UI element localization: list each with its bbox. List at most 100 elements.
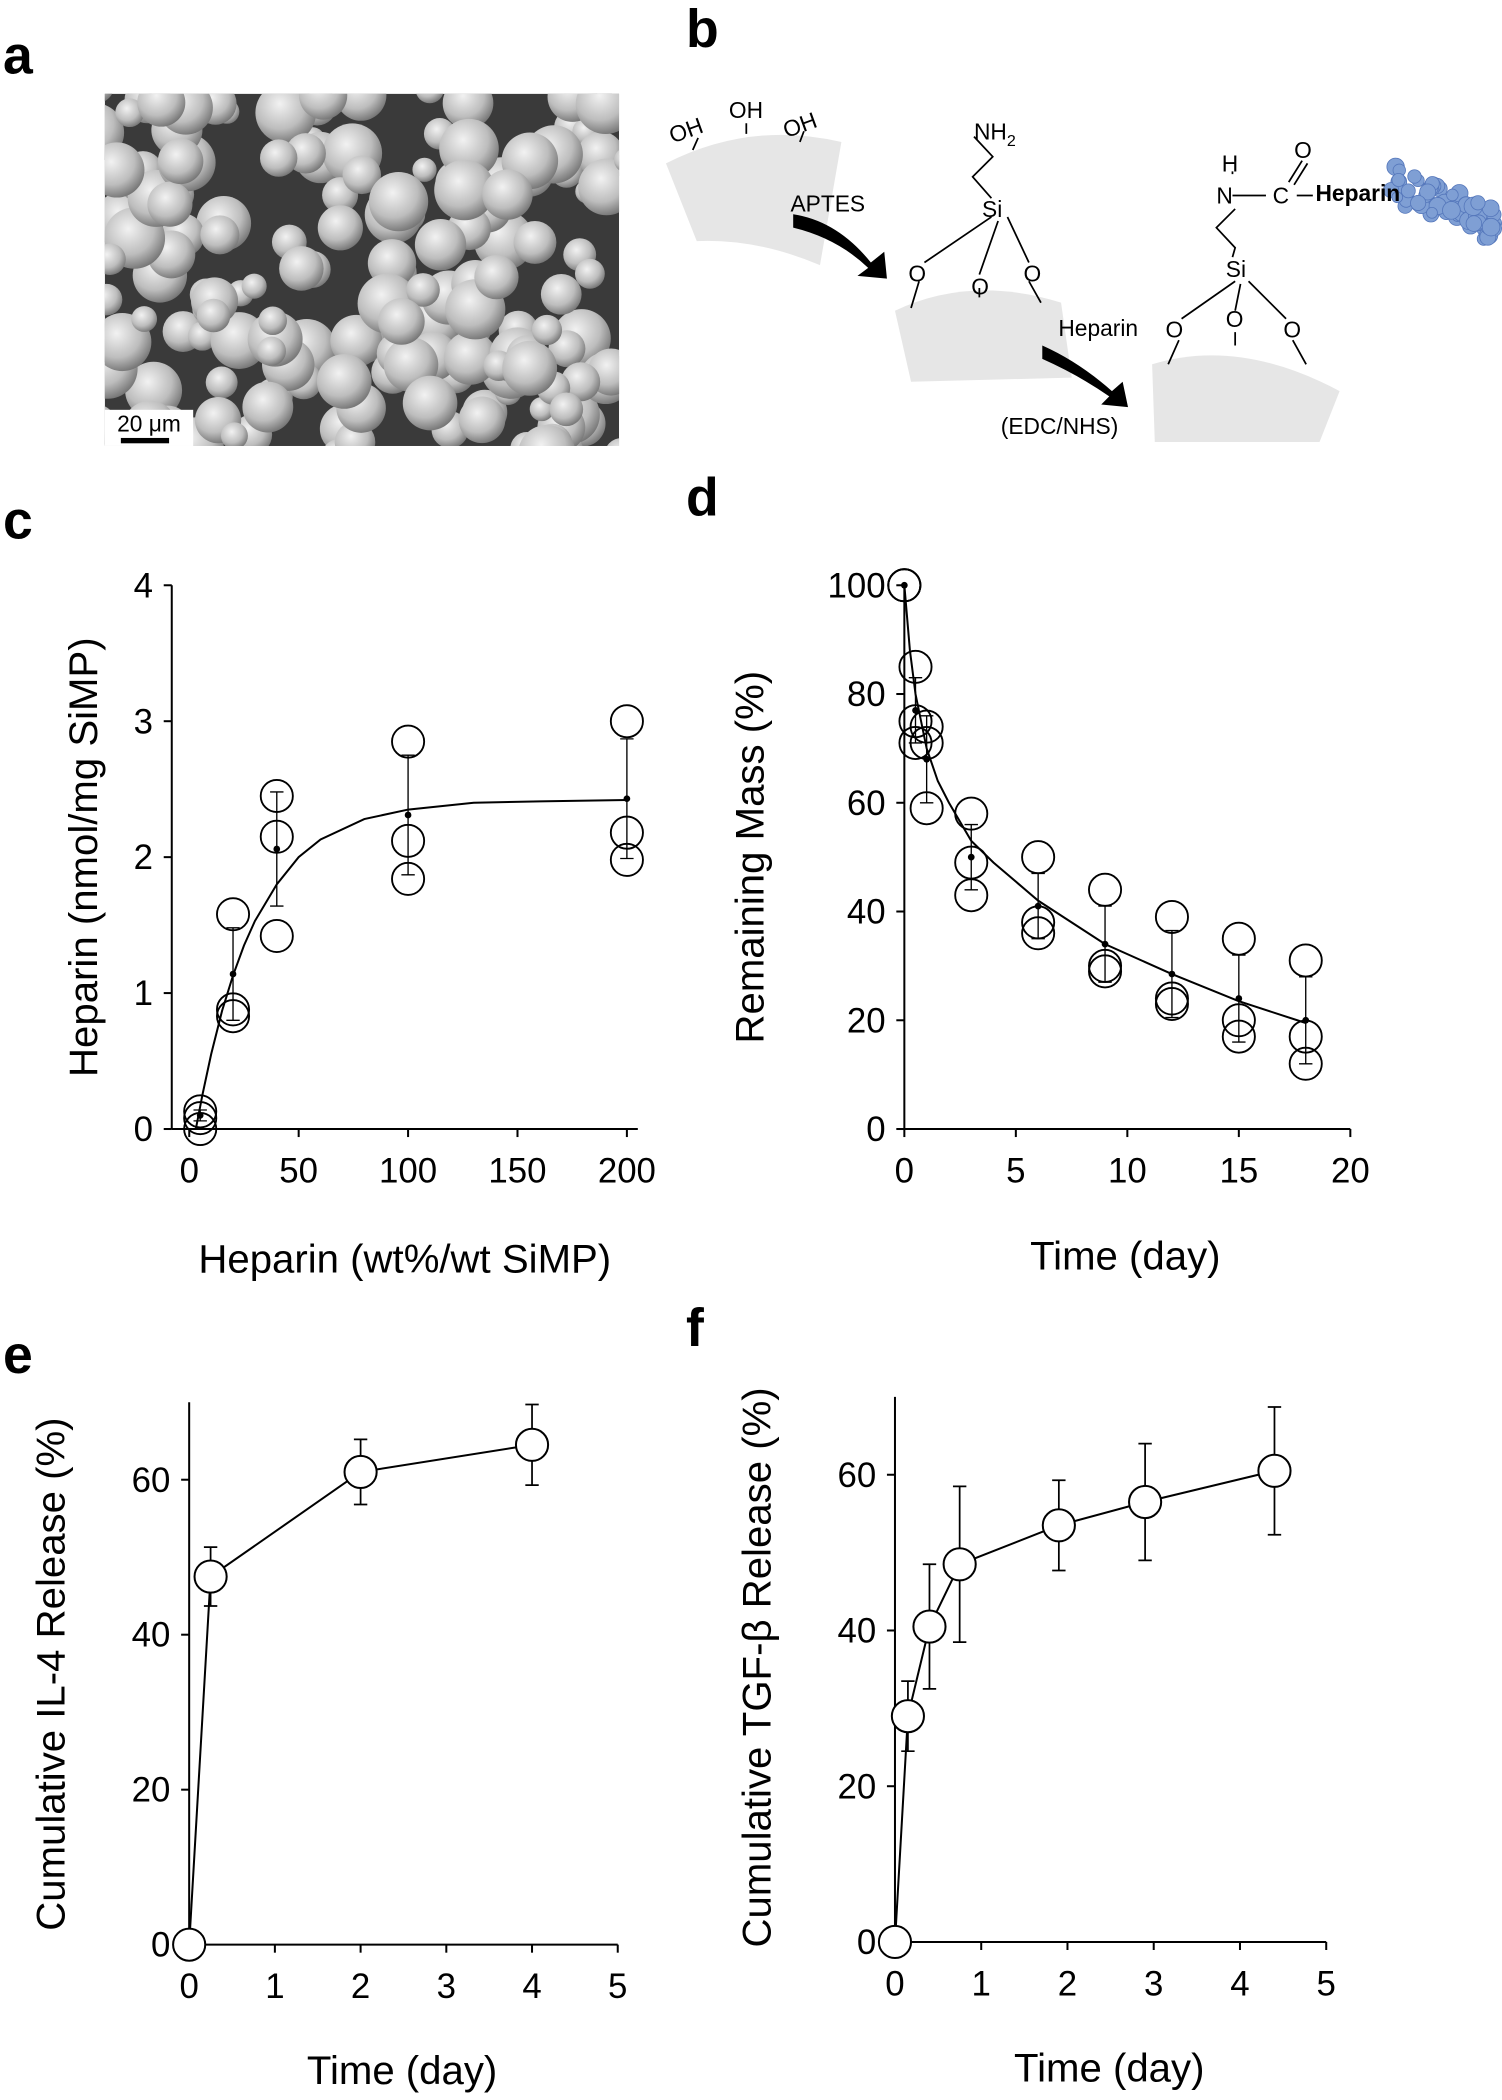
chem-label: NH xyxy=(974,118,1007,144)
x-tick-label: 0 xyxy=(895,1152,914,1191)
sphere xyxy=(260,139,298,177)
sphere xyxy=(220,422,248,446)
replicate-point xyxy=(887,568,922,603)
y-tick-label: 60 xyxy=(847,784,886,823)
x-tick-label: 4 xyxy=(1230,1965,1249,2004)
sphere xyxy=(414,219,467,271)
sphere xyxy=(330,314,383,367)
blob-bead xyxy=(1426,206,1438,219)
x-tick-label: 20 xyxy=(1331,1152,1370,1191)
replicate-point xyxy=(1021,840,1056,875)
y-tick-label: 60 xyxy=(132,1461,171,1500)
sphere xyxy=(378,298,425,345)
mean-point xyxy=(923,755,930,763)
x-tick-label: 5 xyxy=(1006,1152,1025,1191)
x-tick-label: 0 xyxy=(180,1152,199,1191)
y-tick-label: 40 xyxy=(847,893,886,932)
y-tick-label: 100 xyxy=(828,566,886,605)
y-tick-label: 0 xyxy=(857,1923,876,1962)
blob-bead xyxy=(1410,194,1427,211)
series-line xyxy=(893,1469,1275,1943)
reagent-label: APTES xyxy=(791,191,866,217)
data-point xyxy=(172,1927,207,1962)
x-axis-title: Time (day) xyxy=(1030,1234,1220,1279)
sphere xyxy=(402,375,458,431)
sphere xyxy=(578,158,620,216)
y-tick-label: 20 xyxy=(132,1771,171,1810)
sphere xyxy=(574,258,605,289)
y-tick-label: 2 xyxy=(134,838,153,877)
sphere xyxy=(561,362,601,402)
x-tick-label: 2 xyxy=(1058,1965,1077,2004)
replicate-point xyxy=(259,918,294,953)
sphere xyxy=(147,181,193,227)
conjugate-label: Heparin xyxy=(1316,180,1401,206)
scale-bar xyxy=(120,437,170,444)
chem-label: NH2 xyxy=(974,118,1016,150)
sphere xyxy=(342,155,382,195)
chem-label: OH xyxy=(729,97,763,123)
sphere xyxy=(258,306,287,336)
blob-bead xyxy=(1407,169,1422,184)
sphere xyxy=(299,93,348,120)
data-point xyxy=(193,1559,228,1594)
sphere xyxy=(104,243,126,275)
y-tick-label: 40 xyxy=(132,1616,171,1655)
sphere xyxy=(607,438,620,446)
y-tick-label: 20 xyxy=(837,1767,876,1806)
data-point xyxy=(1257,1453,1292,1488)
sphere xyxy=(513,220,557,264)
replicate-point xyxy=(216,897,251,932)
chem-label: H xyxy=(1222,150,1238,176)
sphere xyxy=(549,392,584,427)
panel-label: a xyxy=(3,27,34,86)
chem-label: C xyxy=(1273,183,1289,209)
replicate-point xyxy=(609,704,644,739)
sphere xyxy=(205,366,238,399)
y-axis-title: Remaining Mass (%) xyxy=(728,671,773,1044)
x-axis-title: Time (day) xyxy=(1014,2045,1204,2090)
chem-label: O xyxy=(1024,260,1042,286)
sphere xyxy=(540,273,582,315)
blob-bead xyxy=(1481,217,1501,237)
x-tick-label: 0 xyxy=(179,1967,198,2006)
surface xyxy=(1152,355,1340,442)
y-tick-label: 0 xyxy=(151,1926,170,1965)
x-tick-label: 150 xyxy=(488,1152,546,1191)
mean-point xyxy=(1034,902,1042,910)
data-point xyxy=(343,1454,378,1490)
chem-subscript: 2 xyxy=(1007,132,1016,150)
fit-curve xyxy=(903,585,1307,1024)
blob-bead xyxy=(1446,188,1459,202)
arrow xyxy=(793,214,887,279)
chem-label: O xyxy=(1166,317,1184,343)
sphere xyxy=(575,93,620,135)
series-line xyxy=(188,1443,533,1945)
panel-label: f xyxy=(686,1299,704,1358)
y-tick-label: 20 xyxy=(847,1001,886,1040)
sphere xyxy=(157,138,204,185)
sphere xyxy=(316,354,372,409)
sphere xyxy=(137,93,186,127)
x-tick-label: 3 xyxy=(437,1967,456,2006)
surface xyxy=(665,134,842,266)
surface xyxy=(894,290,1072,382)
arrow xyxy=(1042,345,1129,408)
x-tick-label: 1 xyxy=(972,1965,991,2004)
sphere xyxy=(416,93,444,104)
y-tick-label: 1 xyxy=(134,974,153,1013)
sphere xyxy=(482,169,533,220)
chem-label: O xyxy=(1226,306,1244,332)
x-tick-label: 1 xyxy=(265,1967,284,2006)
replicate-point xyxy=(183,1094,218,1129)
y-tick-label: 3 xyxy=(134,702,153,741)
data-point xyxy=(877,1924,913,1960)
panel-label: c xyxy=(3,491,33,550)
sphere xyxy=(196,298,231,333)
sphere xyxy=(241,273,267,299)
sphere xyxy=(104,142,145,198)
chem-label: O xyxy=(908,260,926,286)
scale-bar-label: 20 μm xyxy=(117,410,181,436)
